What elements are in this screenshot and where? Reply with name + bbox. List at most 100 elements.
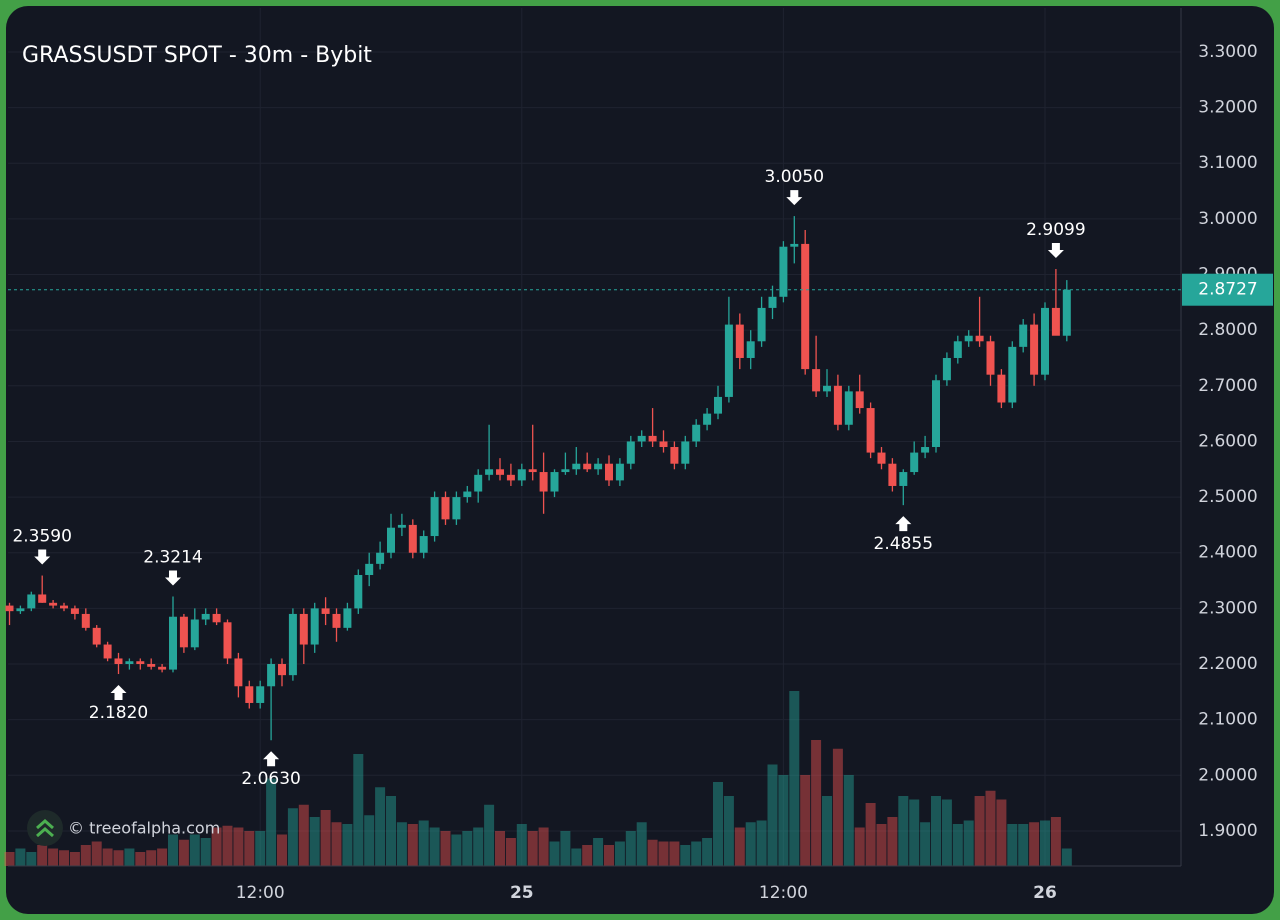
volume-bar <box>287 808 298 866</box>
volume-bar <box>713 782 723 866</box>
volume-bar <box>582 845 593 866</box>
candle-body <box>844 391 853 425</box>
volume-bar <box>200 838 211 866</box>
candle-body <box>92 627 101 645</box>
candle-body <box>823 385 831 392</box>
volume-bar <box>440 831 451 866</box>
volume-bar <box>974 796 985 866</box>
y-tick-label: 2.8000 <box>1198 320 1257 340</box>
volume-bar <box>571 848 582 866</box>
volume-bar <box>604 845 614 866</box>
volume-bar <box>69 852 80 866</box>
volume-bar <box>157 848 168 866</box>
candle-body <box>5 605 14 612</box>
volume-bar <box>309 817 320 866</box>
last-price-box <box>1182 273 1273 306</box>
volume-bar <box>146 850 157 866</box>
volume-bar <box>843 775 854 866</box>
candle-body <box>376 552 385 564</box>
volume-bar <box>920 822 931 866</box>
candle-body <box>866 408 875 453</box>
y-tick-label: 2.1000 <box>1198 710 1257 730</box>
candle-body <box>1041 307 1049 375</box>
high-arrow <box>34 549 51 565</box>
candle-body <box>158 666 167 670</box>
y-tick-label: 2.6000 <box>1198 431 1257 451</box>
candle-body <box>768 296 777 308</box>
volume-bar <box>832 748 843 866</box>
candle-body <box>201 613 210 620</box>
candle-body <box>365 563 374 575</box>
volume-bar <box>723 796 734 866</box>
volume-bar <box>189 834 200 866</box>
candle-body <box>986 341 995 375</box>
candle-body <box>430 497 439 537</box>
low-arrow <box>263 751 280 767</box>
volume-bar <box>277 834 287 866</box>
volume-bar <box>124 848 135 866</box>
grid <box>8 8 1181 866</box>
high-label: 2.3214 <box>143 547 202 567</box>
volume-bar <box>778 775 789 866</box>
candle-body <box>408 524 417 553</box>
volume-bar <box>178 839 189 866</box>
volume-bar <box>266 778 277 866</box>
volume-bar <box>1050 817 1061 866</box>
volume-bar <box>342 824 353 866</box>
volume-bar <box>473 827 484 866</box>
candle-body <box>637 435 646 442</box>
volume-bar <box>1061 848 1072 866</box>
volume-bar <box>702 838 713 866</box>
volume-layer <box>4 691 1072 866</box>
candle-body <box>485 469 494 475</box>
candle-body <box>278 664 286 676</box>
candle-body <box>801 243 810 370</box>
candle-body <box>1062 289 1071 336</box>
candle-body <box>310 608 319 645</box>
volume-bar <box>222 825 233 866</box>
volume-bar <box>37 845 48 866</box>
low-label: 2.0630 <box>241 769 300 789</box>
candle-body <box>223 622 232 659</box>
volume-bar <box>538 827 549 866</box>
candle-body <box>38 594 47 603</box>
volume-bar <box>1029 822 1040 866</box>
y-tick-label: 3.3000 <box>1198 42 1257 62</box>
y-tick-label: 2.5000 <box>1198 487 1257 507</box>
low-label: 2.4855 <box>874 534 933 554</box>
volume-bar <box>484 804 495 866</box>
y-tick-label: 3.0000 <box>1198 209 1257 229</box>
volume-bar <box>691 841 702 866</box>
chart-title: GRASSUSDT SPOT - 30m - Bybit <box>22 43 372 68</box>
volume-bar <box>756 820 767 866</box>
y-tick-label: 2.3000 <box>1198 598 1257 618</box>
volume-bar <box>80 845 91 866</box>
volume-bar <box>527 831 538 866</box>
candle-body <box>125 661 134 665</box>
volume-bar <box>789 691 800 866</box>
volume-bar <box>680 845 691 866</box>
volume-bar <box>854 827 865 866</box>
last-price-label: 2.8727 <box>1198 280 1257 300</box>
candle-body <box>441 497 450 520</box>
volume-bar <box>745 822 756 866</box>
overlay: 1.9000 2.0000 2.1000 2.2000 2.3000 2.4000 2.50… <box>8 42 1273 903</box>
y-tick-label: 3.2000 <box>1198 98 1257 118</box>
volume-bar <box>549 841 560 866</box>
volume-bar <box>102 848 113 866</box>
volume-bar <box>876 824 887 866</box>
candle-body <box>60 605 68 609</box>
candle-body <box>594 463 603 470</box>
candle-body <box>190 619 199 648</box>
high-label: 2.9099 <box>1026 220 1085 240</box>
candle-body <box>975 335 984 342</box>
volume-bar <box>407 824 418 866</box>
candle-body <box>703 413 712 425</box>
candle-body <box>256 686 265 703</box>
candle-body <box>506 474 515 481</box>
volume-bar <box>364 815 375 866</box>
volume-bar <box>593 838 604 866</box>
volume-bar <box>898 796 909 866</box>
